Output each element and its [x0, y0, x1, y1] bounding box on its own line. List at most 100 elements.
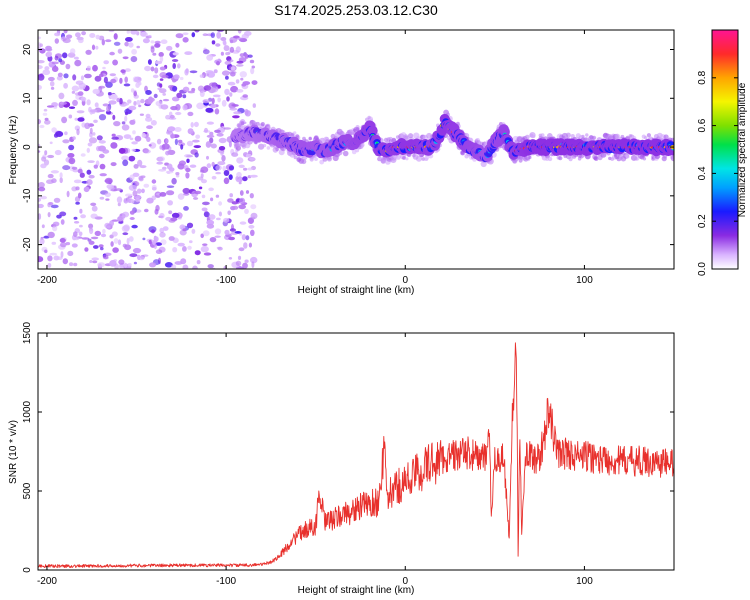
noise-point — [121, 155, 129, 161]
noise-point — [65, 242, 71, 246]
signal-halo — [234, 143, 240, 149]
y-tick-label: 500 — [22, 482, 33, 499]
signal-halo — [581, 134, 585, 138]
noise-point — [229, 228, 236, 232]
noise-point — [124, 76, 128, 83]
snr-y-label: SNR (10 * v/v) — [8, 420, 19, 484]
noise-point — [203, 211, 210, 218]
noise-point — [171, 59, 179, 62]
noise-point — [237, 30, 242, 34]
signal-halo — [405, 157, 409, 161]
noise-point — [38, 203, 44, 209]
noise-point — [205, 70, 214, 74]
noise-point — [209, 237, 217, 243]
noise-point — [104, 192, 111, 198]
noise-point — [202, 230, 210, 237]
noise-point — [211, 161, 215, 167]
noise-point — [59, 172, 63, 179]
signal-halo — [614, 133, 620, 139]
colorbar-label: Normalized spectral amplitude — [737, 82, 748, 217]
noise-point — [130, 56, 138, 63]
noise-point — [214, 235, 221, 238]
noise-point — [38, 213, 42, 220]
noise-point — [113, 33, 118, 40]
noise-point — [242, 262, 248, 269]
signal-halo — [402, 156, 406, 160]
noise-point — [123, 103, 129, 106]
noise-point — [202, 243, 208, 246]
noise-point — [171, 177, 177, 185]
noise-point — [215, 165, 222, 171]
noise-point — [126, 237, 130, 245]
noise-point — [53, 255, 60, 261]
noise-point — [73, 231, 78, 238]
noise-point — [249, 193, 254, 199]
noise-point — [183, 206, 189, 211]
noise-point — [90, 213, 98, 219]
noise-point — [50, 86, 55, 90]
noise-point — [47, 255, 53, 262]
signal-halo — [314, 157, 318, 162]
noise-point — [170, 106, 178, 111]
noise-point — [41, 224, 45, 229]
noise-point — [211, 40, 216, 45]
noise-point — [243, 242, 248, 249]
noise-point — [231, 152, 239, 157]
signal-halo — [426, 132, 433, 139]
noise-point — [199, 90, 205, 98]
noise-point — [54, 32, 61, 37]
noise-point — [161, 74, 169, 79]
noise-point — [238, 181, 242, 185]
noise-point — [165, 150, 170, 156]
noise-point — [225, 75, 229, 80]
signal-halo — [295, 134, 300, 138]
noise-point — [109, 73, 117, 77]
noise-point — [47, 154, 55, 159]
noise-point — [71, 85, 80, 92]
signal-halo — [625, 154, 630, 159]
noise-point — [136, 188, 142, 194]
noise-point — [42, 112, 48, 116]
noise-point — [194, 250, 201, 256]
noise-point — [236, 89, 244, 93]
y-tick-label: 0 — [22, 144, 33, 150]
noise-point — [71, 243, 78, 248]
signal-halo — [585, 133, 589, 137]
noise-point — [223, 177, 230, 185]
noise-point — [189, 70, 198, 74]
noise-point — [106, 105, 111, 113]
noise-point — [249, 59, 255, 64]
noise-point — [191, 228, 196, 234]
noise-point — [160, 39, 168, 44]
noise-point — [124, 41, 129, 47]
noise-point — [81, 31, 86, 36]
noise-point — [166, 185, 175, 188]
noise-point — [204, 127, 208, 133]
noise-point — [44, 249, 48, 254]
noise-point — [108, 186, 115, 191]
noise-point — [217, 84, 221, 89]
noise-point — [210, 197, 214, 202]
snr-x-label: Height of straight line (km) — [298, 585, 415, 596]
noise-point — [251, 65, 256, 69]
noise-point — [214, 108, 220, 115]
noise-point — [207, 143, 213, 147]
noise-point — [158, 168, 167, 172]
noise-point — [250, 256, 258, 264]
noise-point — [115, 188, 122, 191]
noise-point — [44, 66, 50, 71]
signal-halo — [395, 154, 401, 160]
noise-point — [107, 92, 112, 96]
noise-point — [133, 91, 137, 97]
noise-point — [192, 265, 198, 269]
signal-trace — [230, 109, 674, 168]
noise-point — [239, 190, 244, 196]
signal-halo — [528, 155, 532, 160]
noise-point — [227, 210, 231, 216]
y-tick-label: 20 — [22, 44, 33, 56]
noise-point — [187, 245, 192, 250]
noise-point — [117, 202, 121, 207]
noise-point — [201, 179, 207, 184]
signal-halo — [593, 156, 599, 161]
noise-point — [45, 45, 52, 51]
